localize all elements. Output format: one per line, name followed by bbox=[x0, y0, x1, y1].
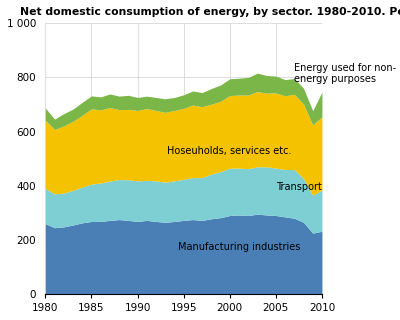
Text: Transport: Transport bbox=[276, 182, 322, 192]
Text: Hoseuholds, services etc.: Hoseuholds, services etc. bbox=[168, 146, 292, 156]
Text: Energy used for non-
energy purposes: Energy used for non- energy purposes bbox=[294, 63, 396, 84]
Text: Manufacturing industries: Manufacturing industries bbox=[178, 242, 300, 252]
Text: Net domestic consumption of energy, by sector. 1980-2010. Peta joule: Net domestic consumption of energy, by s… bbox=[20, 7, 400, 17]
